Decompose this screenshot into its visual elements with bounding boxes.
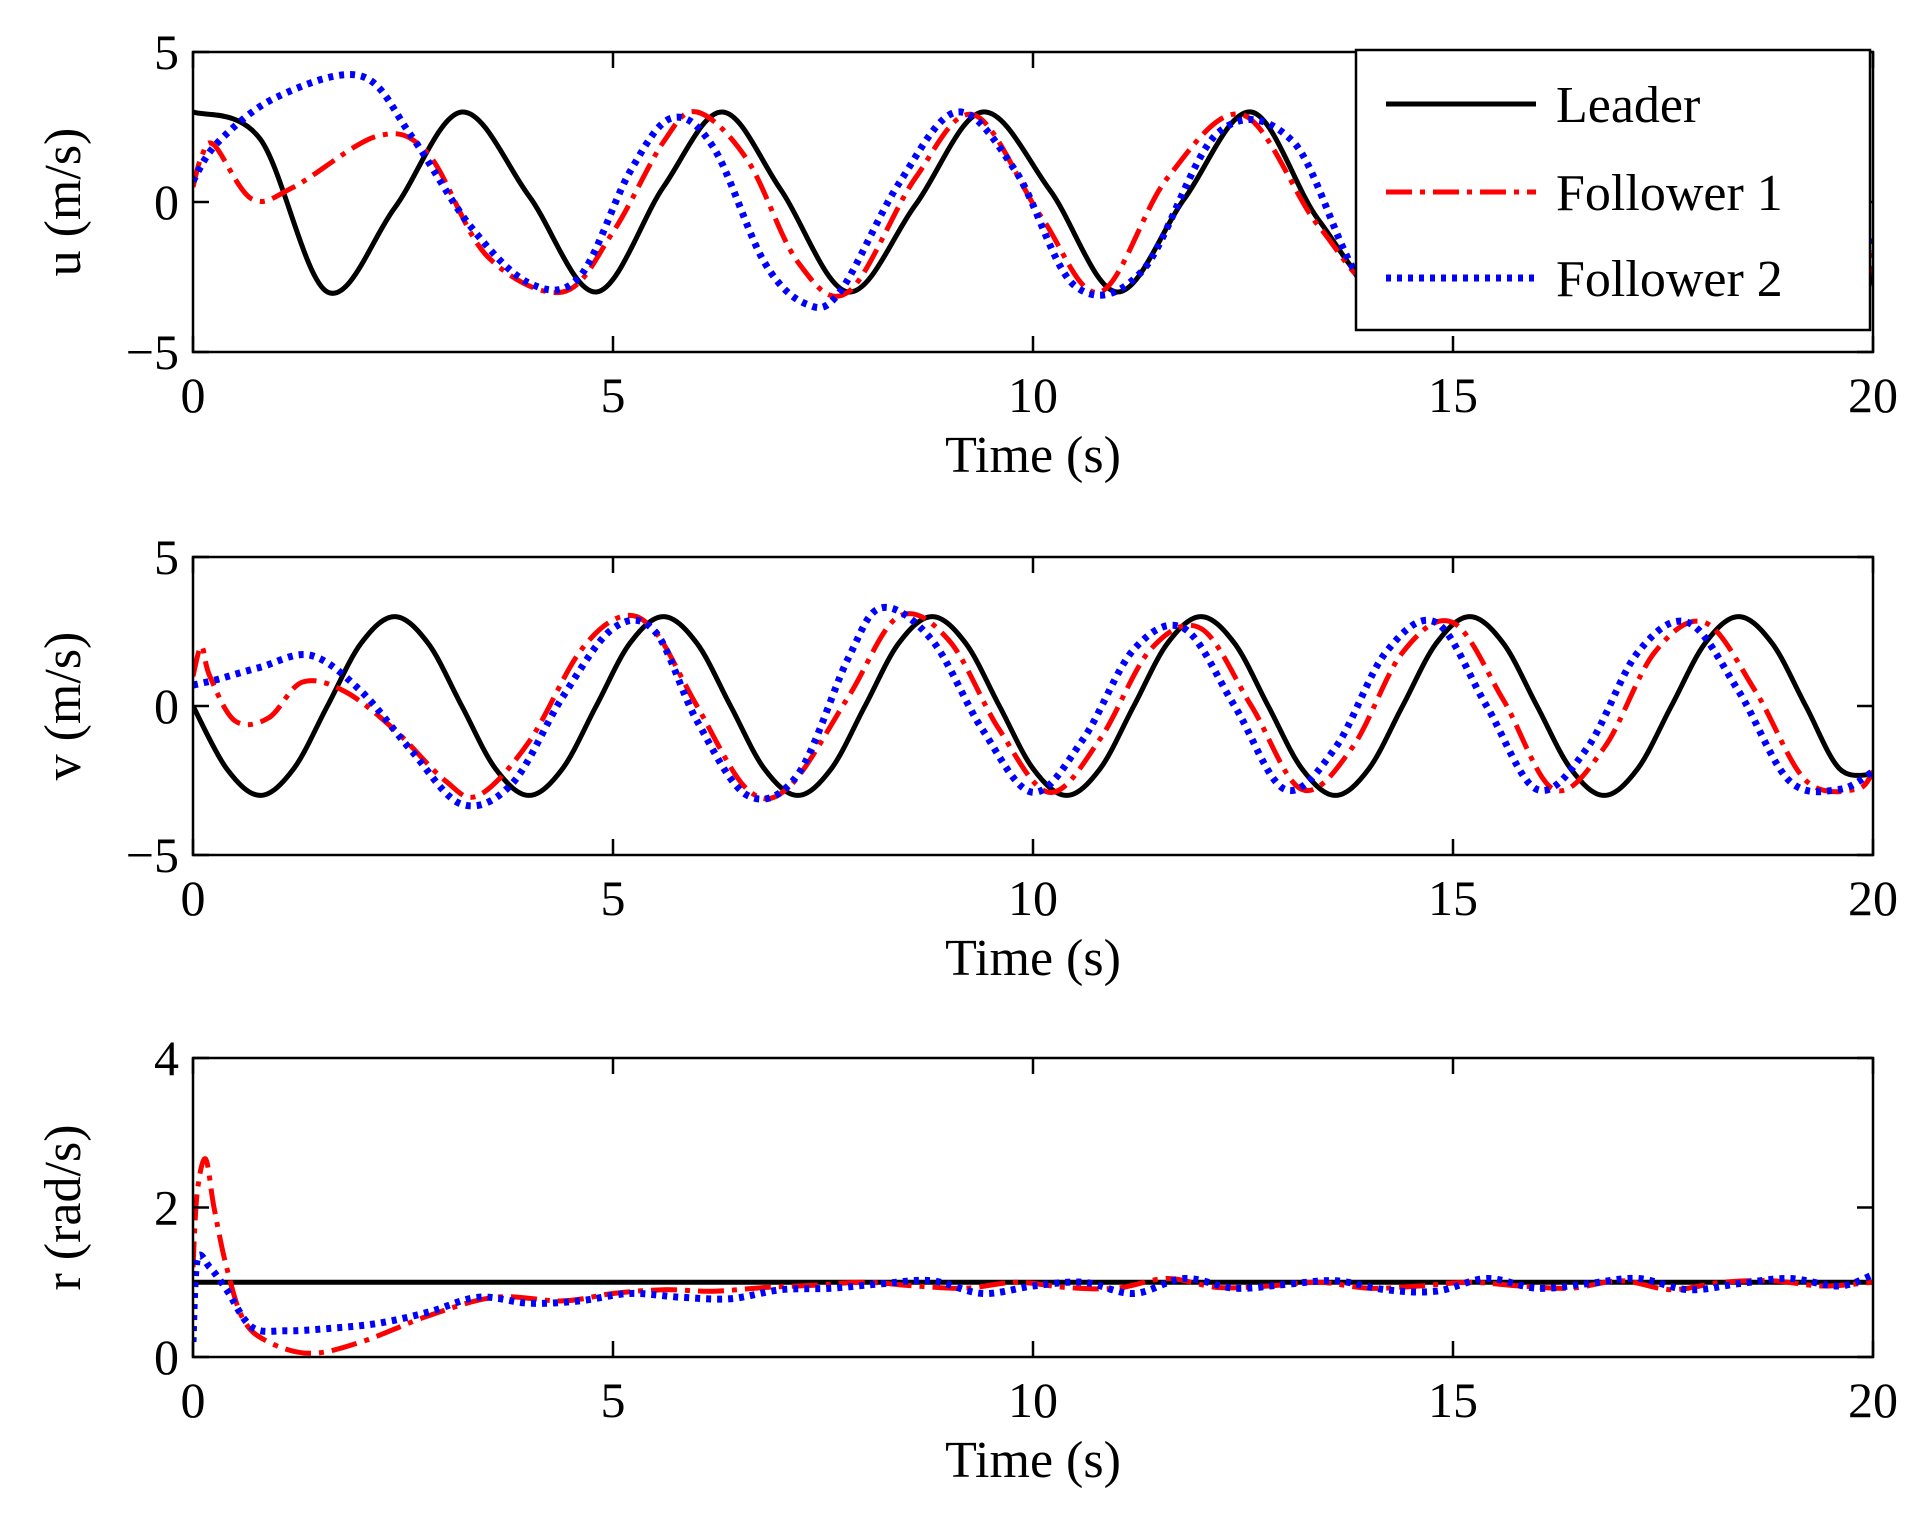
y-tick-label: 0 — [154, 1329, 179, 1385]
x-tick-label: 20 — [1848, 870, 1898, 926]
panel-r: 0 5 10 15 20 0 2 4 Time (s) r (rad/s) — [35, 1030, 1898, 1489]
x-tick-label: 20 — [1848, 1372, 1898, 1428]
series-line-follower-2 — [193, 603, 1873, 810]
series-group — [193, 603, 1873, 810]
y-tick-label: 0 — [154, 174, 179, 230]
y-axis-label: v (m/s) — [35, 632, 92, 781]
x-tick-label: 5 — [601, 870, 626, 926]
x-tick-label: 15 — [1428, 870, 1478, 926]
y-axis-label: u (m/s) — [35, 128, 92, 277]
y-axis-label: r (rad/s) — [35, 1124, 92, 1290]
y-tick-label: −5 — [126, 827, 179, 883]
series-line-leader — [193, 614, 1873, 798]
x-axis-label: Time (s) — [945, 1432, 1121, 1489]
x-tick-label: 15 — [1428, 1372, 1478, 1428]
y-tick-label: 2 — [154, 1180, 179, 1236]
x-axis-label: Time (s) — [945, 427, 1121, 484]
legend-label: Leader — [1556, 77, 1700, 134]
x-tick-label: 0 — [181, 367, 206, 423]
legend: Leader Follower 1 Follower 2 — [1354, 48, 1872, 332]
x-tick-label: 0 — [181, 1372, 206, 1428]
x-tick-label: 15 — [1428, 367, 1478, 423]
series-line-follower-2 — [193, 1251, 1873, 1343]
x-tick-label: 10 — [1008, 1372, 1058, 1428]
x-axis-label: Time (s) — [945, 930, 1121, 987]
y-tick-label: 4 — [154, 1030, 179, 1086]
y-tick-label: −5 — [126, 324, 179, 380]
series-line-follower-1 — [193, 1156, 1873, 1356]
y-tick-label: 5 — [154, 529, 179, 585]
x-tick-label: 10 — [1008, 367, 1058, 423]
legend-label: Follower 2 — [1556, 251, 1783, 308]
x-tick-label: 5 — [601, 1372, 626, 1428]
y-tick-label: 0 — [154, 678, 179, 734]
x-tick-label: 0 — [181, 870, 206, 926]
x-tick-label: 5 — [601, 367, 626, 423]
x-tick-label: 20 — [1848, 367, 1898, 423]
series-line-follower-1 — [193, 611, 1873, 802]
y-tick-label: 5 — [154, 24, 179, 80]
legend-label: Follower 1 — [1556, 165, 1783, 222]
x-tick-label: 10 — [1008, 870, 1058, 926]
series-group — [193, 1156, 1873, 1356]
